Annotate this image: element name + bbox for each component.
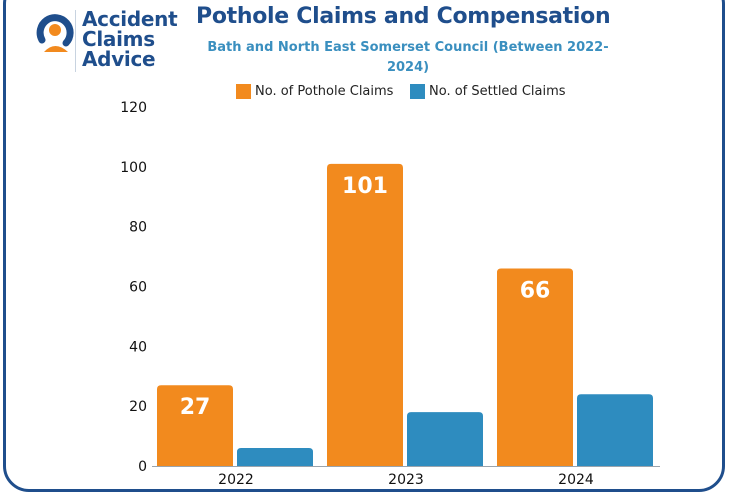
y-tick-label: 40: [129, 339, 147, 355]
bar-settled-claims: [237, 448, 313, 466]
bar-data-label: 101: [342, 174, 388, 199]
logo-line-1: Accident: [82, 7, 178, 31]
bar-settled-claims: [407, 412, 483, 466]
x-tick-label: 2022: [218, 472, 254, 488]
y-tick-label: 20: [129, 399, 147, 415]
bar-data-label: 27: [180, 395, 211, 420]
bar-pothole-claims: [327, 163, 403, 466]
y-tick-label: 100: [120, 160, 147, 176]
chart-title: Pothole Claims and Compensation: [196, 4, 611, 29]
legend-label-claims: No. of Pothole Claims: [255, 84, 394, 99]
y-tick-label: 60: [129, 280, 147, 296]
logo-icon: [36, 14, 74, 52]
bar-pothole-claims: [157, 385, 233, 466]
subtitle-line-1: Bath and North East Somerset Council (Be…: [207, 40, 609, 55]
x-tick-label: 2023: [388, 472, 424, 488]
logo-line-2: Claims: [82, 27, 155, 51]
chart-frame: [3, 0, 725, 492]
legend-label-settled: No. of Settled Claims: [429, 84, 566, 99]
y-tick-label: 0: [138, 459, 147, 475]
bar-data-label: 66: [520, 279, 551, 304]
logo-line-3: Advice: [82, 47, 156, 71]
bar-settled-claims: [577, 394, 653, 466]
legend-swatch-settled: [410, 84, 425, 99]
bar-pothole-claims: [497, 268, 573, 466]
chart-subtitle: Bath and North East Somerset Council (Be…: [188, 38, 628, 78]
logo: [36, 8, 186, 74]
logo-divider: [75, 10, 76, 72]
x-tick-label: 2024: [558, 472, 594, 488]
y-tick-label: 120: [120, 100, 147, 116]
logo-wordmark: Accident Claims Advice: [82, 7, 178, 71]
y-tick-label: 80: [129, 220, 147, 236]
legend-swatch-claims: [236, 84, 251, 99]
subtitle-line-2: 2024): [386, 60, 430, 75]
